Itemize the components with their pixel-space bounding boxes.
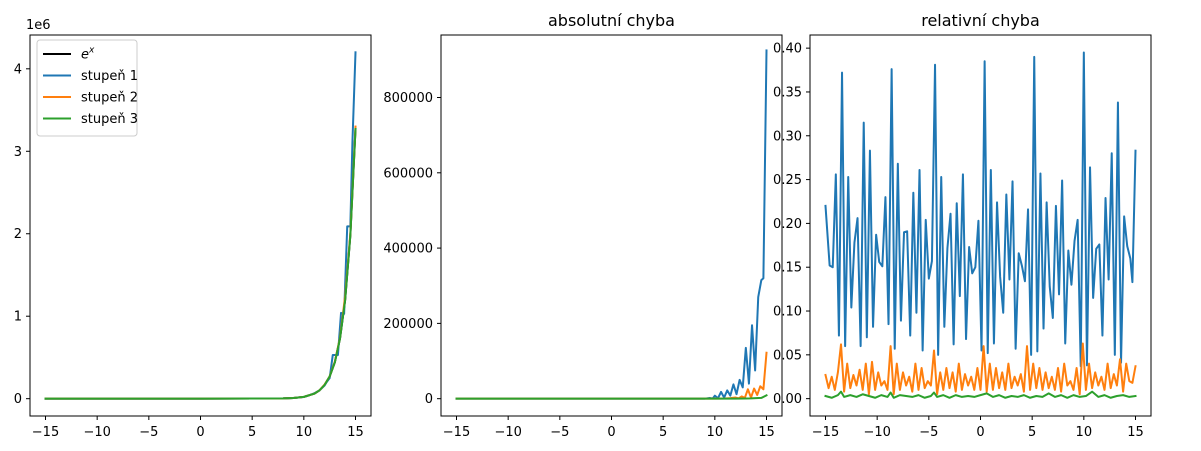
- legend-label: ex: [81, 46, 95, 63]
- series-line-stupe-3: [824, 390, 1137, 399]
- x-tick-label: 5: [248, 425, 256, 440]
- panel-3: −15 −10 −5 0 5 10 15 0.00 0.05 0.10 0.15 0.20 0.25 0.…: [773, 11, 1152, 440]
- y-tick-label: 200000: [383, 317, 433, 332]
- legend-label: stupeň 3: [81, 112, 138, 127]
- y-tick-label: 0: [425, 392, 433, 407]
- y-tick-label: 600000: [383, 166, 433, 181]
- y-tick-label: 0.40: [773, 42, 802, 57]
- x-tick-label: −15: [812, 425, 839, 440]
- y-tick-label: 0.15: [773, 261, 802, 276]
- x-tick-label: −5: [550, 425, 569, 440]
- y-tick-label: 1: [14, 310, 22, 325]
- x-tick-label: −15: [32, 425, 59, 440]
- x-tick-label: 15: [347, 425, 364, 440]
- x-tick-label: 0: [976, 425, 984, 440]
- x-tick-label: −5: [919, 425, 938, 440]
- x-tick-label: 10: [707, 425, 724, 440]
- x-tick-label: 10: [296, 425, 313, 440]
- series-line-stupe-2: [824, 342, 1137, 396]
- y-tick-label: 2: [14, 227, 22, 242]
- x-tick-label: 0: [607, 425, 615, 440]
- series-group: [455, 49, 768, 400]
- y-tick-label: 0.10: [773, 305, 802, 320]
- legend: ex stupeň 1 stupeň 2 stupeň 3: [36, 39, 138, 137]
- x-tick-label: −10: [494, 425, 521, 440]
- y-tick-label: 400000: [383, 242, 433, 257]
- legend-label: stupeň 1: [81, 69, 138, 84]
- x-tick-label: 5: [659, 425, 667, 440]
- y-tick-label: 0.30: [773, 129, 802, 144]
- panel-1: −15 −10 −5 0 5 10 15 0 1 2 3 4 1e6 ex stupeň 1 stupeň 2…: [14, 18, 372, 440]
- x-tick-label: −10: [83, 425, 110, 440]
- x-tick-label: −15: [443, 425, 470, 440]
- y-tick-label: 800000: [383, 91, 433, 106]
- x-tick-label: 0: [196, 425, 204, 440]
- legend-box: [36, 39, 138, 137]
- series-line-stupe-1: [824, 51, 1137, 368]
- y-tick-label: 0.05: [773, 348, 802, 363]
- y-tick-label: 0.00: [773, 392, 802, 407]
- panel-2: −15 −10 −5 0 5 10 15 0 200000 400000 600000 800000 a…: [383, 11, 783, 440]
- series-line-stupe-3: [455, 393, 768, 400]
- panel-title: absolutní chyba: [548, 11, 675, 30]
- y-offset-label: 1e6: [26, 18, 51, 33]
- series-group: [44, 51, 357, 400]
- panel-title: relativní chyba: [921, 11, 1040, 30]
- y-tick-label: 0.20: [773, 217, 802, 232]
- legend-label: stupeň 2: [81, 91, 138, 106]
- y-tick-label: 3: [14, 145, 22, 160]
- x-tick-label: −10: [863, 425, 890, 440]
- x-tick-label: −5: [139, 425, 158, 440]
- x-tick-label: 15: [758, 425, 775, 440]
- series-group: [824, 51, 1137, 399]
- y-tick-label: 0.25: [773, 173, 802, 188]
- y-tick-label: 4: [14, 62, 22, 77]
- x-tick-label: 5: [1028, 425, 1036, 440]
- x-tick-label: 15: [1127, 425, 1144, 440]
- y-tick-label: 0: [14, 392, 22, 407]
- y-tick-label: 0.35: [773, 85, 802, 100]
- series-line-stupe-3: [44, 127, 357, 400]
- x-tick-label: 10: [1076, 425, 1093, 440]
